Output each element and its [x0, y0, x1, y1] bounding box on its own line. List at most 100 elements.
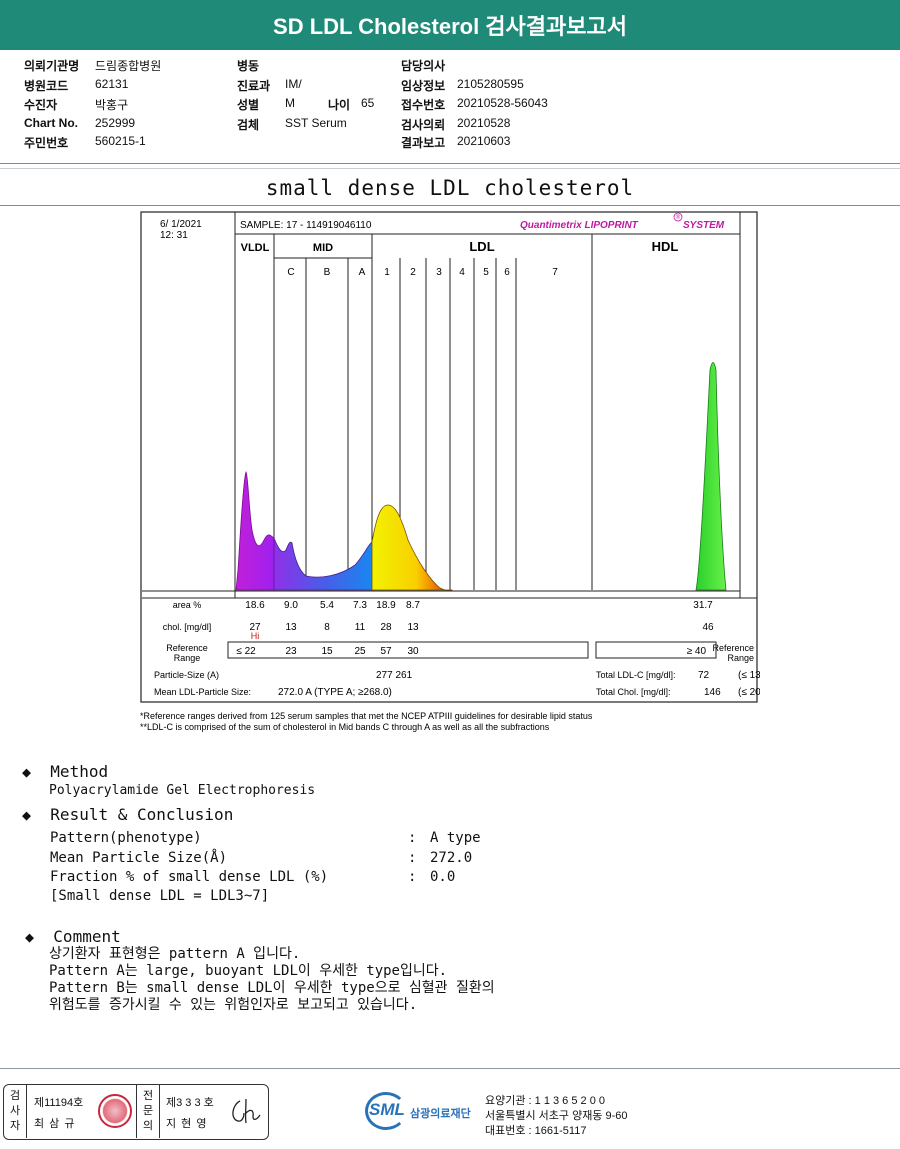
result-rows: Pattern(phenotype) : A type Mean Particl… [22, 830, 622, 910]
footnote-2: **LDL-C is comprised of the sum of chole… [140, 722, 550, 732]
method-text: Polyacrylamide Gel Electrophoresis [49, 783, 316, 798]
diamond-bullet-icon: ◆ [22, 763, 32, 781]
divider [0, 163, 900, 164]
info-value: 박홍구 [95, 98, 129, 112]
diamond-bullet-icon: ◆ [22, 806, 32, 824]
total-chol-value: 146 [704, 687, 721, 698]
chol-a: 11 [355, 622, 366, 633]
info-value: 2105280595 [457, 77, 524, 91]
info-label: Chart No. [24, 116, 78, 130]
chol-hdl: 46 [702, 622, 714, 633]
info-label: 수진자 [24, 98, 58, 112]
info-label: 주민번호 [24, 136, 69, 150]
vldl-peak [235, 471, 275, 591]
group-mid: MID [313, 242, 333, 254]
info-value: SST Serum [285, 116, 347, 130]
registered-mark [673, 212, 683, 222]
org-name: 삼광의료재단 [410, 1108, 471, 1120]
result-row-value: 272.0 [430, 850, 473, 866]
total-chol-ref: (≤ 200) [738, 687, 760, 698]
org-phone: 대표번호 : 1661-5117 [485, 1125, 587, 1137]
info-value: 65 [361, 96, 375, 110]
mean-size-value: 272.0 A (TYPE A; ≥268.0) [278, 687, 392, 698]
inspector-label: 검 사 자 [8, 1089, 22, 1134]
mid-c-peak [273, 537, 373, 591]
result-row-label: Fraction % of small dense LDL (%) [50, 869, 329, 885]
specialist-name: 지 현 영 [166, 1118, 208, 1130]
chol-b: 8 [324, 622, 330, 633]
official-seal-icon [98, 1094, 132, 1128]
group-ldl: LDL [469, 239, 494, 254]
divider [0, 168, 900, 169]
ref-b: 15 [321, 646, 333, 657]
org-address: 서울특별시 서초구 양재동 9-60 [485, 1110, 628, 1122]
patient-info: 의뢰기관명 드림종합병원 병원코드 62131 수진자 박홍구 Chart No… [0, 50, 900, 160]
logo-swoosh-icon [365, 1092, 407, 1130]
method-title: Method [50, 762, 109, 781]
comment-line: Pattern B는 small dense LDL이 우세한 type으로 심… [49, 980, 495, 996]
mean-size-label: Mean LDL-Particle Size: [154, 687, 251, 697]
brand-name: Quantimetrix LIPOPRINT [520, 220, 639, 231]
ref-c: 23 [285, 646, 297, 657]
result-row-label: Pattern(phenotype) [50, 830, 202, 846]
comment-section: ◆ Comment 상기환자 표현형은 pattern A 입니다. Patte… [25, 927, 495, 1014]
report-date: 6/ 1/2021 [160, 219, 202, 230]
info-label: 담당의사 [401, 59, 446, 73]
hdl-peak [695, 362, 727, 591]
result-title: Result & Conclusion [50, 805, 234, 824]
result-section: ◆ Result & Conclusion Pattern(phenotype)… [22, 805, 622, 910]
ref-box-right [595, 641, 717, 659]
area-vldl: 18.6 [245, 600, 265, 611]
footnote-1: *Reference ranges derived from 125 serum… [140, 711, 593, 721]
info-label: 병원코드 [24, 79, 69, 93]
info-value: 560215-1 [95, 134, 146, 148]
info-label: 의뢰기관명 [24, 59, 80, 73]
colon: : [408, 830, 417, 846]
label-char: 의 [142, 1120, 154, 1132]
info-value: 252999 [95, 116, 136, 130]
hi-flag: Hi [251, 631, 260, 641]
ref-a: 25 [354, 646, 366, 657]
info-label: 검사의뢰 [401, 118, 446, 132]
info-label: 병동 [237, 59, 260, 73]
inspector-number: 제11194호 [34, 1097, 84, 1109]
area-2: 8.7 [406, 600, 420, 611]
logo-text: SML [369, 1100, 405, 1119]
sample-id: SAMPLE: 17 - 114919046110 [240, 220, 372, 231]
registered-mark-text: ® [676, 214, 681, 221]
info-label: 결과보고 [401, 136, 446, 150]
comment-lines: 상기환자 표현형은 pattern A 입니다. Pattern A는 larg… [49, 946, 495, 1014]
band-3: 3 [436, 267, 442, 278]
area-label: area % [173, 600, 202, 610]
area-hdl: 31.7 [693, 600, 713, 611]
info-label: 성별 [237, 98, 260, 112]
label-char: 검 [9, 1090, 21, 1102]
comment-line: Pattern A는 large, buoyant LDL이 우세한 type입… [49, 963, 448, 979]
band-2: 2 [410, 267, 416, 278]
method-heading: ◆ Method [22, 762, 315, 781]
chol-vldl: 27 [249, 622, 261, 633]
ldl-peak [371, 504, 453, 592]
group-vldl: VLDL [241, 242, 270, 254]
specialist-number: 제3 3 3 호 [166, 1097, 214, 1109]
info-value: 드림종합병원 [95, 59, 162, 73]
chol-2: 13 [407, 622, 419, 633]
info-value: 20210603 [457, 134, 511, 148]
ref-hdl: ≥ 40 [687, 646, 707, 657]
box-divider [136, 1085, 137, 1138]
ref-1: 57 [380, 646, 392, 657]
band-a: A [359, 267, 366, 278]
info-label: 나이 [328, 98, 351, 112]
label-char: 사 [9, 1105, 21, 1117]
band-6: 6 [504, 267, 510, 278]
band-c: C [287, 267, 294, 278]
colon: : [408, 850, 417, 866]
method-section: ◆ Method Polyacrylamide Gel Electrophore… [22, 762, 315, 798]
org-info: 요양기관 : 1 1 3 6 5 2 0 0 서울특별시 서초구 양재동 9-6… [485, 1094, 628, 1139]
area-b: 5.4 [320, 600, 334, 611]
result-note: [Small dense LDL = LDL3~7] [50, 888, 270, 904]
brand-suffix: SYSTEM [683, 220, 725, 231]
label-char: 문 [142, 1105, 154, 1117]
particle-size-values: 277 261 [376, 670, 413, 681]
ref-box-left [227, 641, 589, 659]
